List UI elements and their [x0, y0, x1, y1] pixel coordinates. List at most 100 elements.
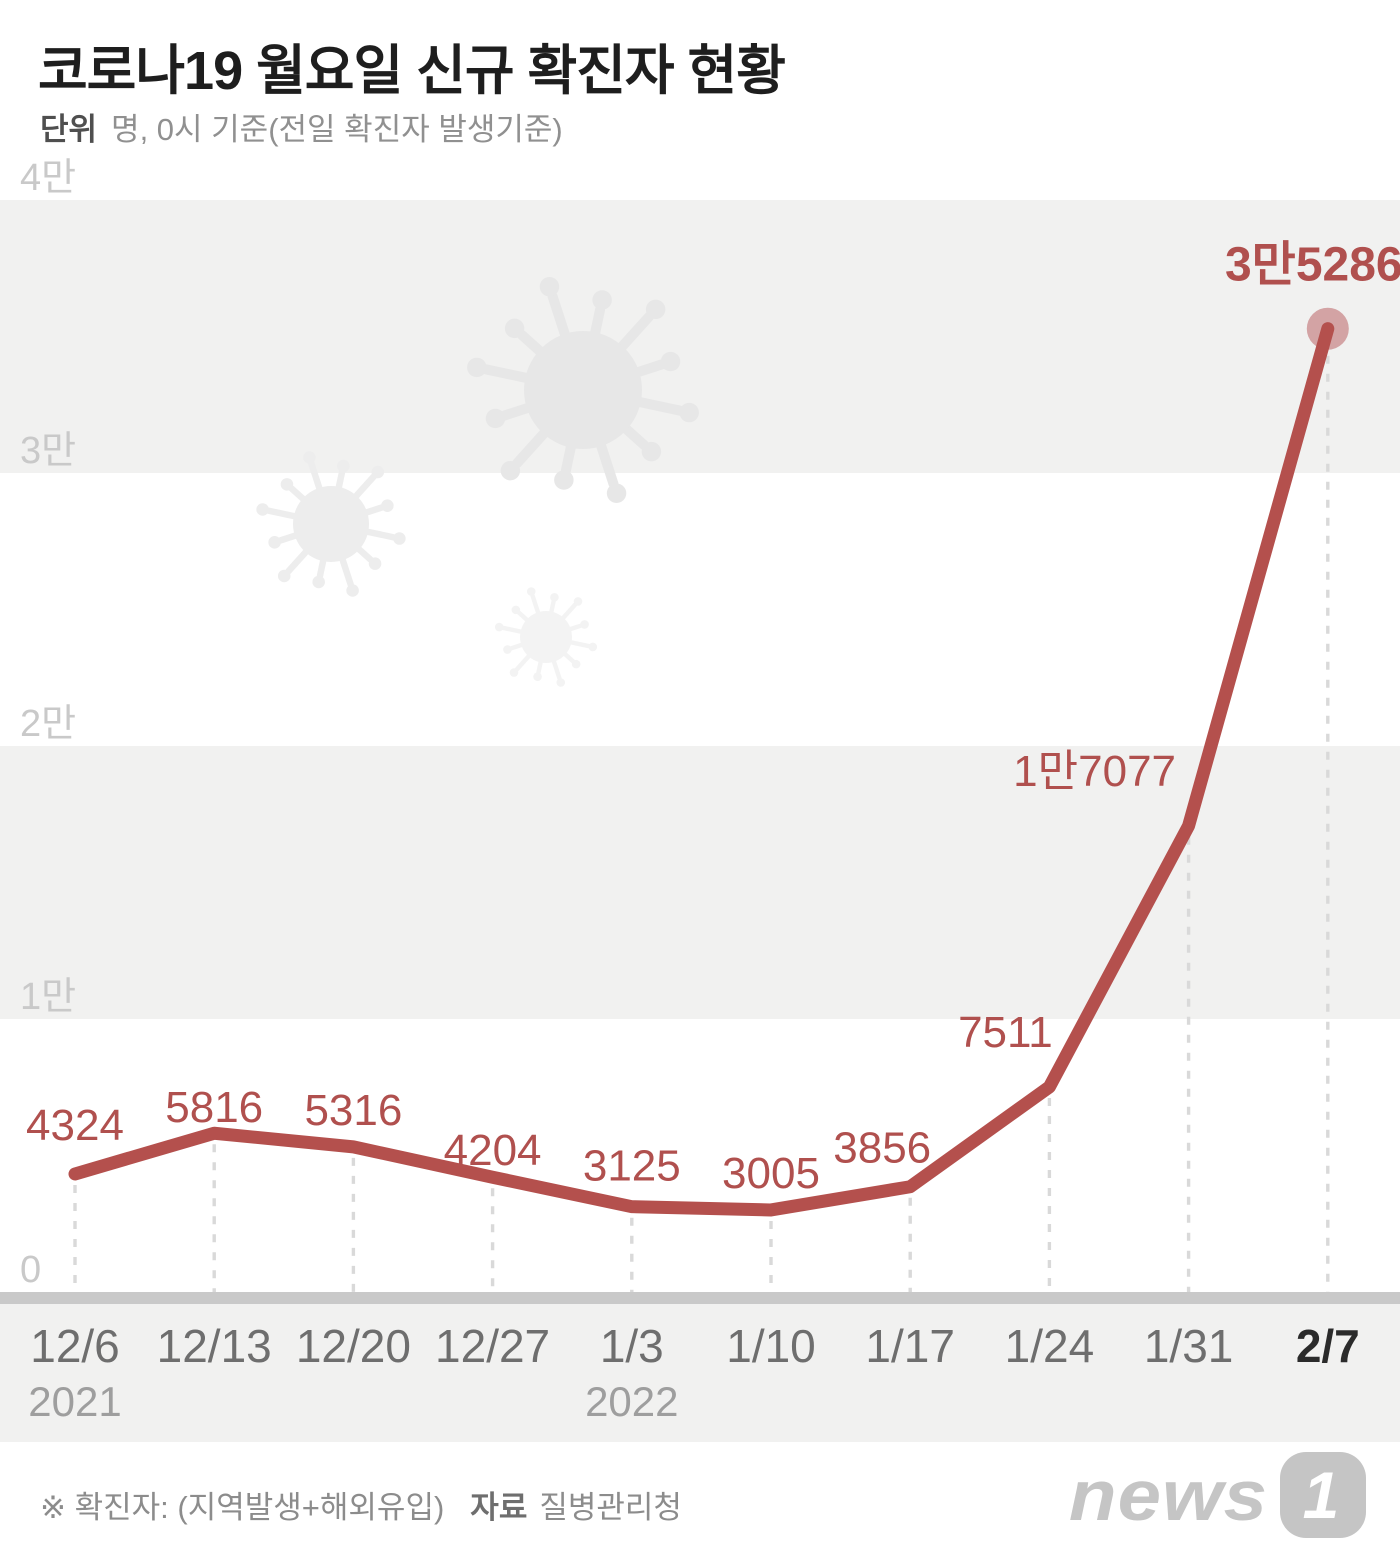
data-label: 3005 [722, 1149, 820, 1198]
data-label: 4204 [444, 1126, 542, 1175]
virus-icon [256, 451, 406, 597]
virus-spoke [361, 527, 397, 541]
year-label: 2021 [28, 1378, 121, 1425]
virus-spoke-tip [606, 483, 627, 503]
virus-spoke-tip [503, 645, 512, 654]
virus-spoke-tip [679, 402, 699, 423]
virus-spoke-tip [580, 620, 589, 629]
virus-spoke-tip [312, 575, 325, 589]
virus-spoke [530, 593, 541, 617]
x-tick-label: 1/10 [726, 1320, 816, 1372]
virus-spoke-tip [485, 408, 506, 429]
x-tick-label: 2/7 [1296, 1320, 1360, 1372]
virus-spoke [566, 639, 591, 649]
x-tick-label: 1/3 [600, 1320, 664, 1372]
virus-spoke-tip [509, 668, 519, 677]
virus-spoke-tip [393, 532, 406, 545]
grid-band-lower [0, 746, 1400, 1019]
virus-spoke [629, 396, 685, 416]
x-tick-label: 12/6 [30, 1320, 120, 1372]
x-tick-label: 12/20 [296, 1320, 411, 1372]
source-text: 질병관리청 [539, 1490, 682, 1525]
footer-note-text: ※ 확진자: (지역발생+해외유입) [40, 1490, 445, 1525]
grid-band-upper [0, 200, 1400, 473]
trend-line [68, 322, 1335, 1217]
source-label: 자료 [470, 1490, 528, 1525]
unit-label: 단위 [40, 112, 98, 147]
x-label-band [0, 1304, 1400, 1442]
virus-spoke-tip [533, 672, 542, 681]
virus-spoke-tip [660, 351, 681, 372]
virus-icon [467, 277, 699, 503]
virus-spoke-tip [368, 557, 382, 570]
x-axis-bar [0, 1292, 1400, 1304]
virus-spoke [285, 546, 312, 575]
virus-spoke-tip [550, 593, 559, 602]
virus-spoke [511, 424, 553, 469]
page-title: 코로나19 월요일 신규 확진자 현황 [38, 41, 786, 101]
virus-spoke-tip [504, 318, 525, 339]
news1-logo: news 1 [1069, 1452, 1366, 1538]
virus-spoke-tip [556, 678, 566, 687]
virus-spoke-tip [554, 470, 574, 490]
virus-body [293, 486, 369, 562]
data-label: 3125 [583, 1142, 681, 1191]
virus-body [520, 611, 572, 663]
virus-spoke [308, 460, 324, 495]
virus-spoke-tip [592, 290, 612, 310]
virus-spoke-tip [494, 622, 504, 632]
virus-spoke [265, 507, 301, 521]
virus-spoke-tip [303, 451, 316, 464]
virus-spoke-tip [573, 597, 583, 606]
virus-spoke-tip [571, 659, 581, 669]
virus-spoke [559, 602, 578, 622]
x-tick-label: 1/17 [865, 1320, 955, 1372]
virus-spoke-tip [381, 499, 394, 512]
virus-spoke [481, 364, 537, 384]
data-label-emphasized: 3만5286 [1225, 239, 1400, 292]
virus-spoke [613, 311, 655, 356]
virus-spoke [514, 652, 533, 672]
data-label: 4324 [26, 1101, 124, 1150]
virus-spoke-tip [467, 357, 487, 378]
virus-spoke-tip [346, 584, 359, 597]
year-label: 2022 [585, 1378, 678, 1425]
footer-note: ※ 확진자: (지역발생+해외유입) 자료 질병관리청 [40, 1482, 682, 1527]
y-tick-label: 4만 [20, 157, 76, 199]
x-tick-label: 12/27 [435, 1320, 550, 1372]
virus-spoke-tip [511, 605, 521, 615]
data-label: 5316 [304, 1086, 402, 1135]
virus-spoke-tip [526, 587, 536, 596]
y-tick-label: 2만 [20, 703, 76, 745]
virus-spoke [338, 553, 354, 588]
virus-body [524, 331, 642, 449]
unit-text: 명, 0시 기준(전일 확진자 발생기준) [111, 112, 563, 147]
virus-spoke [501, 625, 526, 635]
data-label: 7511 [958, 1008, 1053, 1057]
virus-spoke-tip [371, 465, 385, 479]
news1-logo-number: 1 [1302, 1458, 1340, 1532]
virus-spoke-tip [280, 478, 294, 491]
virus-spoke-tip [337, 459, 350, 473]
news1-logo-word: news [1068, 1454, 1268, 1536]
y-tick-label: 1만 [20, 976, 76, 1018]
virus-spoke-tip [256, 503, 269, 516]
data-label: 5816 [165, 1083, 263, 1132]
virus-spoke-tip [645, 299, 666, 320]
news1-logo-badge-icon: 1 [1280, 1452, 1366, 1538]
virus-spoke [350, 473, 377, 502]
y-tick-label: 3만 [20, 430, 76, 472]
virus-spoke [594, 435, 619, 490]
y-tick-label: 0 [20, 1249, 41, 1291]
data-label: 3856 [833, 1124, 931, 1173]
virus-spoke-tip [588, 642, 598, 652]
virus-icon [494, 587, 598, 687]
virus-spoke-tip [268, 536, 281, 549]
virus-spoke-tip [539, 277, 560, 297]
virus-spoke-tip [641, 441, 662, 462]
virus-spoke-tip [277, 569, 291, 583]
data-label: 1만7077 [1013, 747, 1176, 796]
x-tick-label: 1/24 [1005, 1320, 1095, 1372]
